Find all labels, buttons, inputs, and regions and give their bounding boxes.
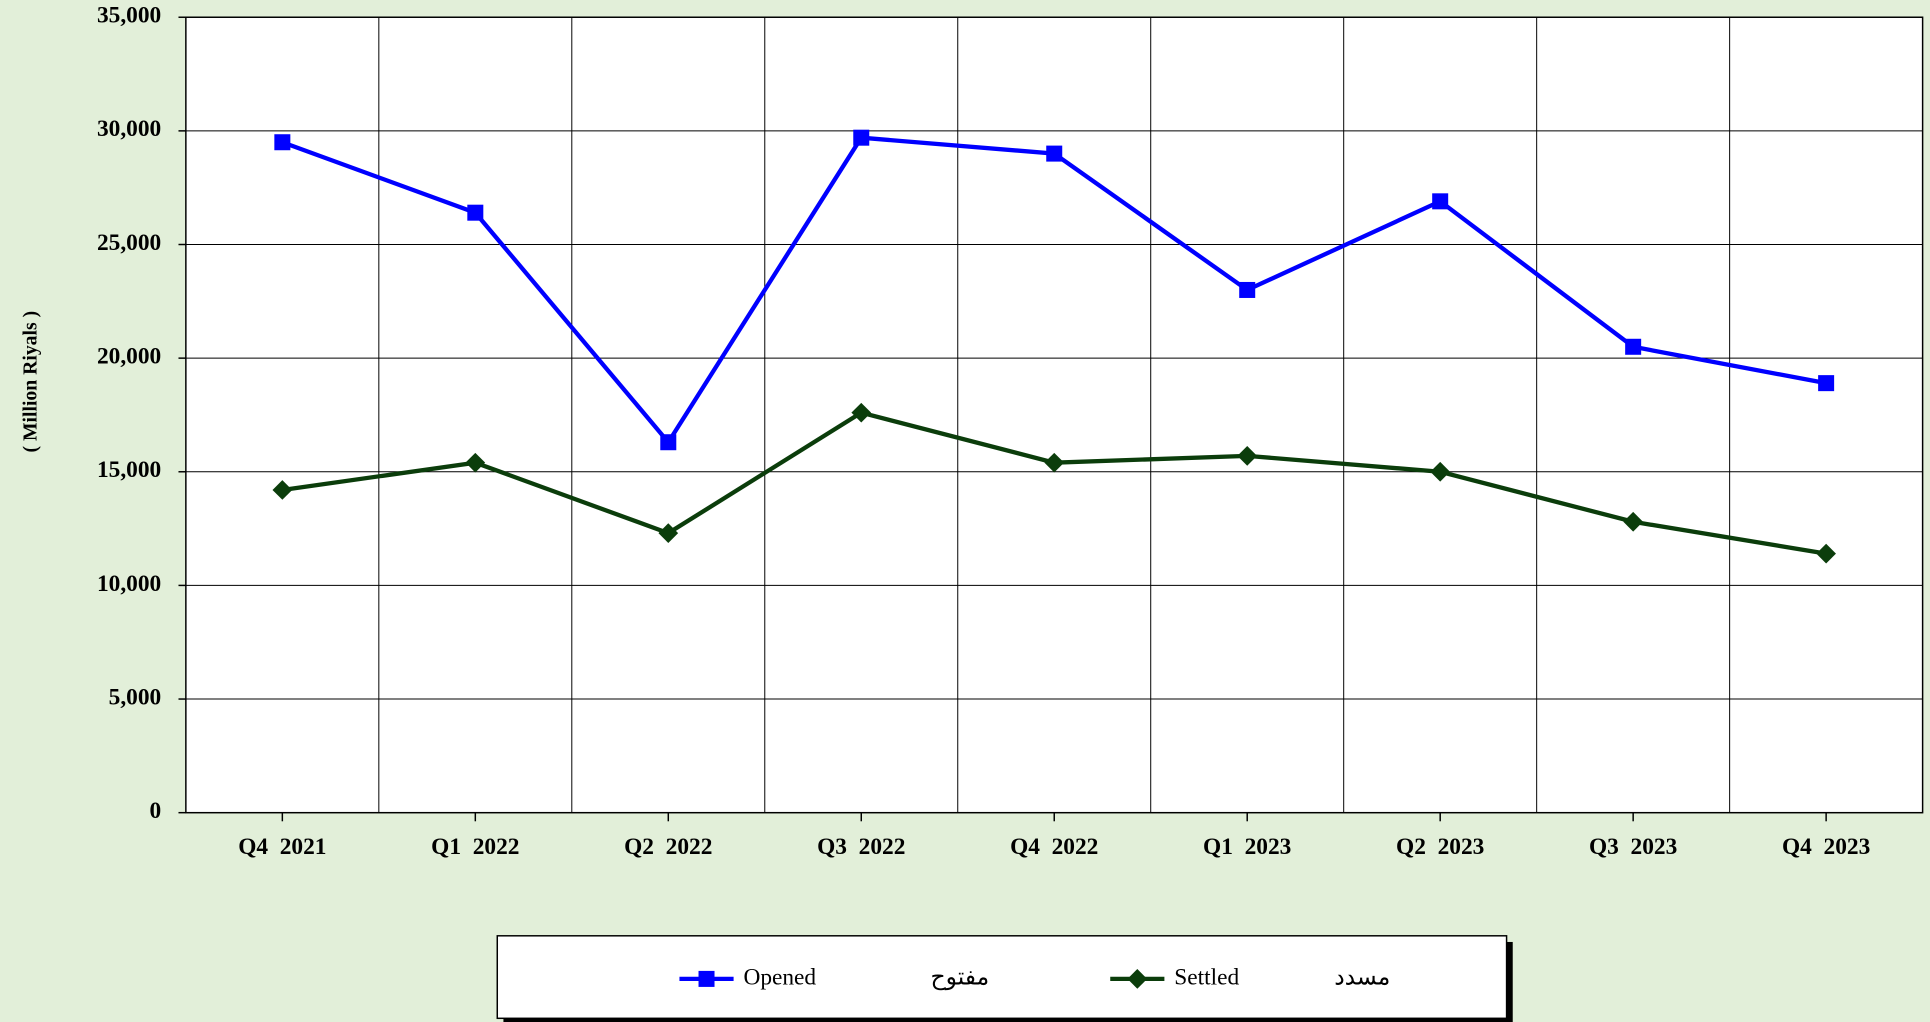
data-point xyxy=(1046,145,1063,162)
data-point xyxy=(1430,461,1451,482)
y-tick-label: 5,000 xyxy=(109,684,162,710)
x-tick-label: Q3 2023 xyxy=(1589,834,1677,860)
data-point xyxy=(853,129,870,146)
x-tick-label: Q2 2022 xyxy=(624,834,712,860)
legend-swatch-marker xyxy=(698,970,715,987)
plot-area xyxy=(185,17,1923,813)
data-point xyxy=(465,452,486,473)
y-tick-label: 10,000 xyxy=(97,571,161,597)
y-tick-label: 30,000 xyxy=(97,116,161,142)
data-point xyxy=(660,434,677,451)
x-tick-label: Q2 2023 xyxy=(1396,834,1484,860)
y-tick-label: 25,000 xyxy=(97,230,161,256)
y-axis-label: ( Million Riyals ) xyxy=(20,311,42,453)
legend-label-arabic: مسدد xyxy=(1334,964,1390,990)
x-tick-label: Q4 2021 xyxy=(238,834,326,860)
x-tick-label: Q4 2022 xyxy=(1010,834,1098,860)
data-point xyxy=(851,402,872,423)
x-tick-label: Q1 2022 xyxy=(431,834,519,860)
legend-box xyxy=(496,935,1508,1020)
data-point xyxy=(1432,193,1449,210)
legend-label-arabic: مفتوح xyxy=(931,964,990,990)
data-point xyxy=(272,480,293,500)
x-tick-label: Q1 2023 xyxy=(1203,834,1291,860)
x-tick-label: Q4 2023 xyxy=(1782,834,1870,860)
data-point xyxy=(467,204,484,221)
y-tick-label: 15,000 xyxy=(97,457,161,483)
data-point xyxy=(1816,543,1836,564)
data-point xyxy=(1239,281,1256,298)
data-point xyxy=(1623,511,1644,532)
data-point xyxy=(1625,338,1642,355)
y-tick-label: 20,000 xyxy=(97,344,161,370)
legend-swatch-marker xyxy=(1127,969,1148,989)
data-point xyxy=(1818,375,1835,392)
data-point xyxy=(1044,452,1065,473)
legend-label: Settled xyxy=(1174,964,1239,990)
legend-label: Opened xyxy=(743,964,816,990)
y-tick-label: 35,000 xyxy=(97,3,161,29)
x-tick-label: Q3 2022 xyxy=(817,834,905,860)
y-tick-label: 0 xyxy=(150,798,162,824)
data-point xyxy=(274,134,291,151)
